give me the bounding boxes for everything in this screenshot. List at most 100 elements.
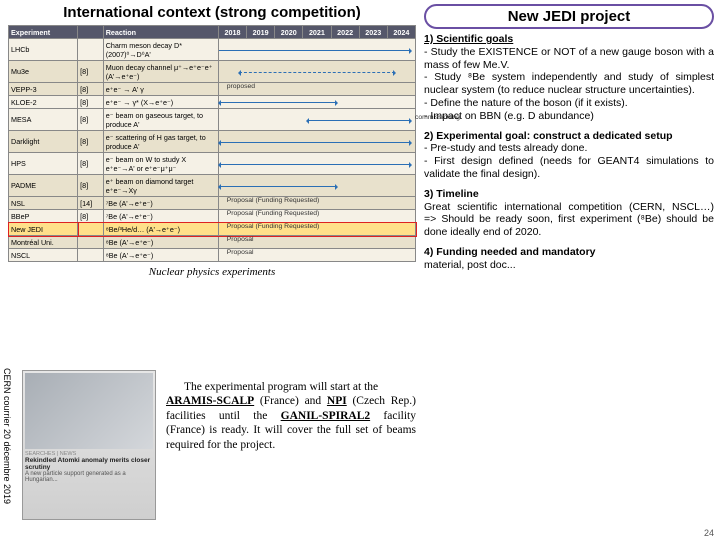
- cell-experiment: New JEDI: [9, 223, 78, 236]
- table-row: BBeP[8]⁷Be (A'→e⁺e⁻)Proposal (Funding Re…: [9, 210, 416, 223]
- section-3-body: => Should be ready soon, first experimen…: [424, 213, 714, 238]
- table-row: PADME[8]e⁺ beam on diamond target e⁺e⁻→X…: [9, 175, 416, 197]
- section-1-head: 1) Scientific goals: [424, 33, 513, 45]
- cell-experiment: HPS: [9, 153, 78, 175]
- section-1-line: - Define the nature of the boson (if it …: [424, 97, 628, 109]
- cell-ref: [8]: [78, 153, 104, 175]
- cell-ref: [8]: [78, 210, 104, 223]
- facility-npi: NPI: [327, 395, 347, 407]
- cell-timeline: [218, 153, 415, 175]
- col-ref: [78, 26, 104, 39]
- cell-reaction: e⁻ beam on W to study X e⁺e⁻→A' or e⁺e⁻μ…: [103, 153, 218, 175]
- cell-ref: [78, 236, 104, 249]
- thumbnail-photo: [25, 373, 153, 449]
- col-2022: 2022: [331, 26, 359, 39]
- timeline-status: Proposal (Funding Requested): [227, 223, 320, 230]
- section-2-head: 2) Experimental goal: construct a dedica…: [424, 130, 673, 142]
- timeline-status: Proposal: [227, 249, 254, 256]
- section-1: 1) Scientific goals - Study the EXISTENC…: [424, 33, 714, 123]
- cell-experiment: MESA: [9, 109, 78, 131]
- cell-reaction: Muon decay channel μ⁺→e⁺e⁻e⁺ (A'→e⁺e⁻): [103, 61, 218, 83]
- section-1-line: - Impact on BBN (e.g. D abundance): [424, 110, 594, 122]
- cell-experiment: Darklight: [9, 131, 78, 153]
- desc-part: (France) and: [254, 395, 327, 407]
- timeline-status: Proposal: [227, 236, 254, 243]
- section-2-line: - Pre-study and tests already done.: [424, 142, 587, 154]
- col-reaction: Reaction: [103, 26, 218, 39]
- table-row: HPS[8]e⁻ beam on W to study X e⁺e⁻→A' or…: [9, 153, 416, 175]
- cell-reaction: Charm meson decay D*(2007)⁰→D⁰A': [103, 39, 218, 61]
- cell-ref: [8]: [78, 61, 104, 83]
- cell-timeline: [218, 96, 415, 109]
- cell-ref: [8]: [78, 96, 104, 109]
- timeline-arrow: [307, 120, 411, 121]
- section-3: 3) Timeline Great scientific internation…: [424, 188, 714, 239]
- section-2-line: - First design defined (needs for GEANT4…: [424, 155, 714, 180]
- table-header-row: Experiment Reaction 2018 2019 2020 2021 …: [9, 26, 416, 39]
- section-3-body: Great scientific international competiti…: [424, 201, 714, 214]
- left-column: International context (strong competitio…: [8, 4, 416, 278]
- cell-reaction: e⁻ beam on gaseous target, to produce A': [103, 109, 218, 131]
- table-row: MESA[8]e⁻ beam on gaseous target, to pro…: [9, 109, 416, 131]
- cell-timeline: Proposal: [218, 249, 415, 262]
- timeline-arrow: [239, 72, 396, 73]
- desc-part: The experimental program will start at t…: [166, 380, 378, 394]
- cell-reaction: e⁺e⁻ → γ* (X→e⁺e⁻): [103, 96, 218, 109]
- section-1-line: - Study the EXISTENCE or NOT of a new ga…: [424, 46, 714, 71]
- cell-timeline: [218, 131, 415, 153]
- cell-reaction: e⁺e⁻ → A' γ: [103, 83, 218, 96]
- cell-reaction: ⁷Be (A'→e⁺e⁻): [103, 210, 218, 223]
- cell-ref: [8]: [78, 83, 104, 96]
- timeline-status: proposed: [227, 83, 255, 90]
- cell-experiment: Mu3e: [9, 61, 78, 83]
- thumbnail-headline: Rekindled Atomki anomaly merits closer s…: [25, 457, 153, 471]
- cell-experiment: PADME: [9, 175, 78, 197]
- timeline-status: Proposal (Funding Requested): [227, 197, 320, 204]
- cell-experiment: Montréal Uni.: [9, 236, 78, 249]
- table-row: KLOE-2[8]e⁺e⁻ → γ* (X→e⁺e⁻): [9, 96, 416, 109]
- cell-experiment: NSL: [9, 197, 78, 210]
- timeline-arrow: [219, 102, 337, 103]
- timeline-arrow: [219, 50, 411, 51]
- table-row: LHCbCharm meson decay D*(2007)⁰→D⁰A': [9, 39, 416, 61]
- col-2021: 2021: [303, 26, 331, 39]
- cell-ref: [8]: [78, 109, 104, 131]
- cell-timeline: commissioning: [218, 109, 415, 131]
- cell-reaction: e⁻ scattering of H gas target, to produc…: [103, 131, 218, 153]
- table-row: VEPP-3[8]e⁺e⁻ → A' γproposed: [9, 83, 416, 96]
- timeline-arrow: [219, 164, 411, 165]
- col-2023: 2023: [359, 26, 387, 39]
- col-experiment: Experiment: [9, 26, 78, 39]
- timeline-arrow: [219, 142, 411, 143]
- timeline-status: Proposal (Funding Requested): [227, 210, 320, 217]
- cell-ref: [78, 39, 104, 61]
- cell-ref: [8]: [78, 175, 104, 197]
- cell-timeline: Proposal (Funding Requested): [218, 223, 415, 236]
- cell-timeline: Proposal: [218, 236, 415, 249]
- section-2: 2) Experimental goal: construct a dedica…: [424, 130, 714, 181]
- cell-timeline: [218, 61, 415, 83]
- left-title: International context (strong competitio…: [8, 4, 416, 21]
- right-column: New JEDI project 1) Scientific goals - S…: [424, 4, 714, 279]
- cell-ref: [78, 249, 104, 262]
- cell-timeline: proposed: [218, 83, 415, 96]
- page-number: 24: [704, 528, 714, 538]
- cell-reaction: ⁸Be (A'→e⁺e⁻): [103, 236, 218, 249]
- cell-timeline: Proposal (Funding Requested): [218, 210, 415, 223]
- col-2020: 2020: [275, 26, 303, 39]
- timeline-arrow: [219, 186, 337, 187]
- col-2018: 2018: [218, 26, 246, 39]
- cell-ref: [14]: [78, 197, 104, 210]
- cell-reaction: ⁸Be/³He/d… (A'→e⁺e⁻): [103, 223, 218, 236]
- cell-timeline: Proposal (Funding Requested): [218, 197, 415, 210]
- table-row: NSL[14]⁷Be (A'→e⁺e⁻)Proposal (Funding Re…: [9, 197, 416, 210]
- cell-timeline: [218, 175, 415, 197]
- table-row: Darklight[8]e⁻ scattering of H gas targe…: [9, 131, 416, 153]
- section-1-line: - Study ⁸Be system independently and stu…: [424, 71, 714, 96]
- section-4: 4) Funding needed and mandatory material…: [424, 246, 714, 272]
- description-box: The experimental program will start at t…: [166, 380, 416, 452]
- section-4-head: 4) Funding needed and mandatory: [424, 246, 596, 258]
- thumbnail-sub: A new particle support generated as a Hu…: [25, 471, 153, 483]
- section-4-body: material, post doc...: [424, 259, 516, 271]
- cell-reaction: e⁺ beam on diamond target e⁺e⁻→Xγ: [103, 175, 218, 197]
